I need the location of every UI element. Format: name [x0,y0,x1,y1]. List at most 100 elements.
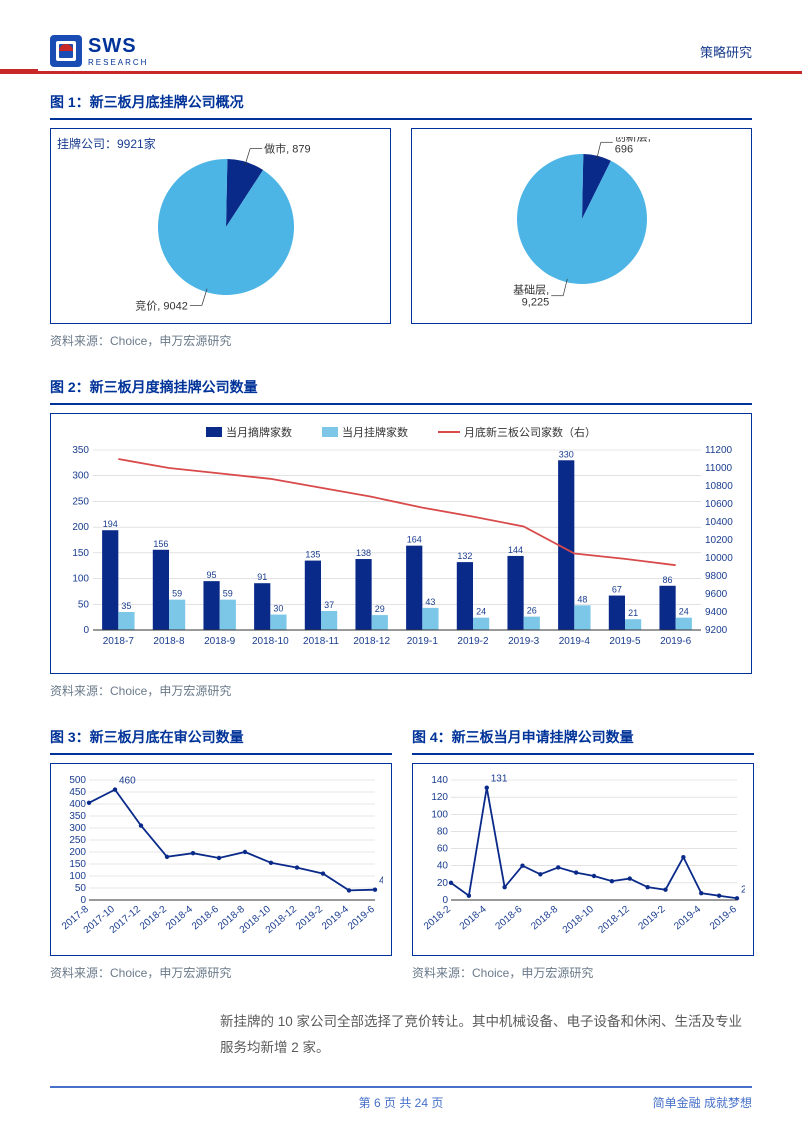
line-chart-3: 050100150200250300350400450500460432017-… [59,772,383,942]
svg-text:2018-10: 2018-10 [561,904,597,936]
svg-text:20: 20 [437,878,449,889]
svg-text:50: 50 [75,883,87,894]
svg-text:91: 91 [257,572,267,582]
svg-text:10600: 10600 [705,499,733,510]
figure-3: 图 3：新三板月底在审公司数量 050100150200250300350400… [50,721,392,1003]
svg-text:350: 350 [69,811,86,822]
svg-text:40: 40 [437,861,449,872]
svg-text:9800: 9800 [705,571,728,582]
svg-text:9600: 9600 [705,589,728,600]
svg-text:138: 138 [356,548,371,558]
svg-text:10000: 10000 [705,553,733,564]
svg-text:450: 450 [69,787,86,798]
pie-chart-right: 创新层,696基础层,9,225 [432,137,732,317]
fig3-source: 资料来源：Choice，申万宏源研究 [50,964,392,981]
svg-text:2018-4: 2018-4 [458,904,489,933]
figure-2: 图 2：新三板月度摘挂牌公司数量 当月摘牌家数当月挂牌家数月底新三板公司家数（右… [50,371,752,699]
svg-text:67: 67 [612,585,622,595]
svg-text:330: 330 [559,449,574,459]
svg-text:80: 80 [437,826,449,837]
svg-text:2019-1: 2019-1 [407,636,439,647]
svg-text:460: 460 [119,776,136,787]
svg-text:9,225: 9,225 [521,297,549,309]
svg-text:10200: 10200 [705,535,733,546]
header-divider [0,71,802,74]
figure-3-4-row: 图 3：新三板月底在审公司数量 050100150200250300350400… [50,721,752,1003]
svg-text:10800: 10800 [705,481,733,492]
svg-text:43: 43 [379,876,383,887]
svg-text:500: 500 [69,775,86,786]
svg-text:164: 164 [407,535,422,545]
fig1-right-chart: 创新层,696基础层,9,225 [411,128,752,324]
body-paragraph: 新挂牌的 10 家公司全部选择了竞价转让。其中机械设备、电子设备和休闲、生活及专… [50,1009,752,1060]
svg-text:做市, 879: 做市, 879 [264,142,310,156]
svg-text:2018-6: 2018-6 [190,904,221,933]
svg-text:2019-3: 2019-3 [508,636,540,647]
svg-text:131: 131 [491,774,508,785]
footer-left [50,1094,284,1111]
svg-text:9200: 9200 [705,625,728,636]
fig4-chart: 02040608010012014013122018-22018-42018-6… [412,763,754,956]
svg-text:10400: 10400 [705,517,733,528]
svg-text:95: 95 [207,570,217,580]
svg-text:250: 250 [69,835,86,846]
svg-text:2019-6: 2019-6 [346,904,377,933]
svg-text:2019-4: 2019-4 [559,636,591,647]
svg-text:2018-8: 2018-8 [153,636,185,647]
svg-text:150: 150 [72,548,89,559]
fig1-total-label: 挂牌公司：9921家 [57,135,156,152]
svg-text:50: 50 [78,599,90,610]
fig1-source: 资料来源：Choice，申万宏源研究 [50,332,752,349]
fig2-chart: 当月摘牌家数当月挂牌家数月底新三板公司家数（右） 050100150200250… [50,413,752,674]
svg-text:2018-4: 2018-4 [164,904,195,933]
svg-text:400: 400 [69,799,86,810]
svg-text:26: 26 [527,606,537,616]
svg-text:2019-2: 2019-2 [294,904,325,933]
svg-text:144: 144 [508,545,523,555]
svg-text:2018-2: 2018-2 [138,904,169,933]
svg-text:21: 21 [628,608,638,618]
svg-text:30: 30 [273,604,283,614]
svg-text:2018-11: 2018-11 [303,636,339,647]
svg-text:竞价, 9042: 竞价, 9042 [135,298,188,312]
svg-text:120: 120 [431,792,448,803]
svg-text:2019-6: 2019-6 [708,904,739,933]
svg-text:2019-4: 2019-4 [320,904,351,933]
svg-text:2019-2: 2019-2 [637,904,668,933]
svg-text:2018-12: 2018-12 [353,636,390,647]
footer-slogan: 简单金融 成就梦想 [518,1094,752,1111]
svg-text:24: 24 [679,607,689,617]
logo: SWS RESEARCH [50,35,148,67]
header-category: 策略研究 [700,42,752,61]
svg-text:2019-2: 2019-2 [457,636,489,647]
logo-text-sub: RESEARCH [88,58,148,67]
svg-text:9400: 9400 [705,607,728,618]
fig2-legend: 当月摘牌家数当月挂牌家数月底新三板公司家数（右） [57,424,745,440]
svg-text:29: 29 [375,604,385,614]
figure-1: 图 1：新三板月底挂牌公司概况 挂牌公司：9921家 做市, 879竞价, 90… [50,86,752,349]
svg-text:11000: 11000 [705,463,733,474]
svg-text:2019-5: 2019-5 [609,636,641,647]
svg-text:200: 200 [72,522,89,533]
fig4-source: 资料来源：Choice，申万宏源研究 [412,964,754,981]
svg-text:60: 60 [437,844,449,855]
svg-text:37: 37 [324,600,334,610]
svg-text:86: 86 [663,575,673,585]
svg-text:59: 59 [172,589,182,599]
fig3-title: 图 3：新三板月底在审公司数量 [50,721,392,755]
footer-page-number: 第 6 页 共 24 页 [284,1094,518,1111]
fig1-left-chart: 挂牌公司：9921家 做市, 879 竞价, 9042 [50,128,391,324]
svg-text:43: 43 [425,597,435,607]
svg-text:0: 0 [83,625,89,636]
svg-text:2018-9: 2018-9 [204,636,236,647]
svg-text:2019-6: 2019-6 [660,636,692,647]
logo-icon [50,35,82,67]
svg-text:48: 48 [577,594,587,604]
svg-text:基础层,: 基础层, [513,284,549,297]
svg-text:100: 100 [69,871,86,882]
figure-4: 图 4：新三板当月申请挂牌公司数量 0204060801001201401312… [412,721,754,1003]
fig2-source: 资料来源：Choice，申万宏源研究 [50,682,752,699]
svg-text:135: 135 [305,550,320,560]
svg-text:132: 132 [457,551,472,561]
line-chart-4: 02040608010012014013122018-22018-42018-6… [421,772,745,942]
